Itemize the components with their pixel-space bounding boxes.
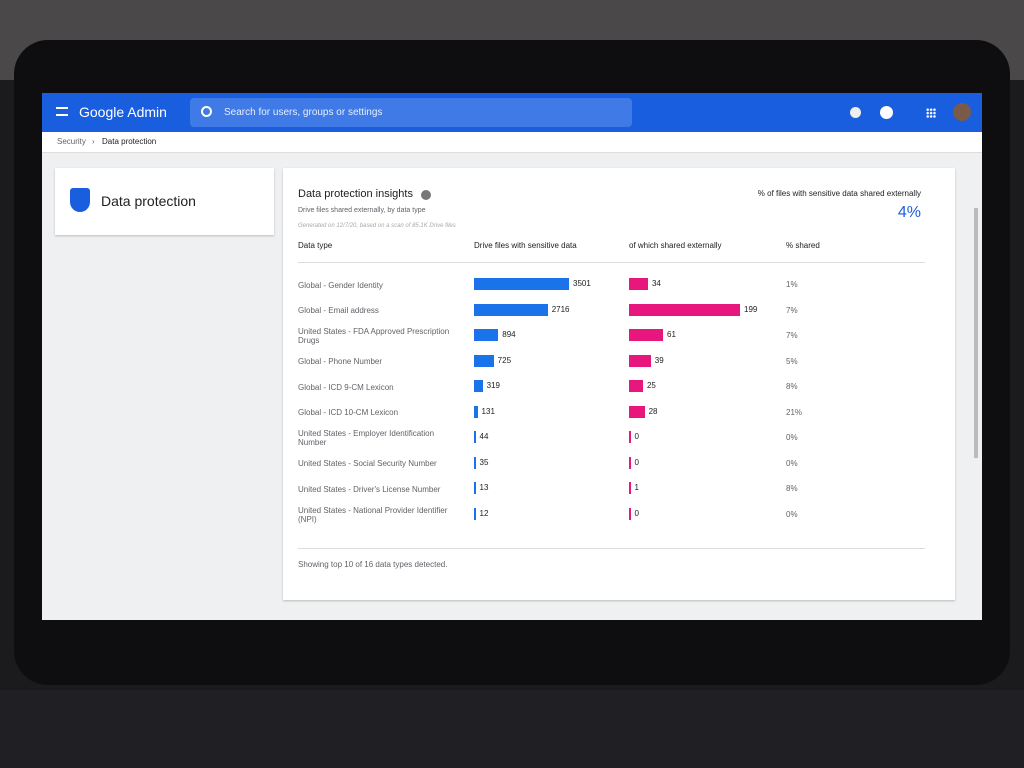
files-bar bbox=[474, 278, 569, 290]
shared-value: 0 bbox=[634, 457, 639, 467]
sidebar-title: Data protection bbox=[101, 193, 196, 209]
pct-shared: 5% bbox=[786, 356, 798, 366]
footer-note: Showing top 10 of 16 data types detected… bbox=[298, 560, 448, 569]
data-type: United States - Social Security Number bbox=[298, 459, 437, 468]
pct-shared: 7% bbox=[786, 331, 798, 340]
apps-icon[interactable] bbox=[926, 108, 936, 118]
shared-bar bbox=[629, 354, 651, 367]
data-type: Global - Gender Identity bbox=[298, 280, 383, 290]
pct-shared: 21% bbox=[786, 407, 803, 417]
shared-bar bbox=[629, 405, 645, 418]
shared-value: 28 bbox=[648, 406, 658, 416]
files-bar bbox=[474, 431, 476, 443]
shared-value: 199 bbox=[744, 304, 758, 314]
search-placeholder: Search for users, groups or settings bbox=[224, 107, 383, 118]
summary-value: 4% bbox=[897, 204, 921, 221]
shared-bar bbox=[629, 380, 643, 392]
files-value: 12 bbox=[479, 508, 489, 518]
avatar[interactable] bbox=[953, 103, 971, 121]
card-subtitle: Drive files shared externally, by data t… bbox=[298, 207, 426, 214]
files-bar bbox=[474, 456, 476, 469]
shared-bar bbox=[629, 329, 664, 341]
screen: Google Admin Search for users, groups or… bbox=[42, 93, 982, 620]
shared-value: 34 bbox=[651, 279, 661, 288]
files-bar bbox=[474, 507, 476, 520]
pct-shared: 7% bbox=[786, 305, 798, 315]
files-bar bbox=[474, 354, 494, 367]
scrollbar[interactable] bbox=[974, 208, 978, 458]
shared-value: 0 bbox=[634, 432, 639, 441]
notif-icon[interactable] bbox=[850, 107, 861, 118]
card-title: Data protection insights bbox=[298, 188, 413, 200]
files-bar bbox=[474, 380, 483, 392]
breadcrumb-item: Data protection bbox=[102, 137, 157, 146]
pct-shared: 1% bbox=[786, 280, 798, 289]
files-value: 319 bbox=[486, 381, 500, 390]
pct-shared: 8% bbox=[786, 382, 798, 391]
shared-value: 1 bbox=[634, 483, 639, 492]
pct-shared: 0% bbox=[786, 509, 798, 519]
shared-bar bbox=[629, 456, 631, 469]
shared-value: 25 bbox=[646, 381, 656, 390]
files-value: 131 bbox=[481, 406, 495, 416]
files-value: 894 bbox=[502, 330, 516, 339]
shared-bar bbox=[629, 278, 648, 290]
keyboard bbox=[0, 690, 1024, 768]
files-bar bbox=[474, 405, 478, 418]
column-header: Drive files with sensitive data bbox=[474, 241, 577, 250]
header-rule bbox=[298, 262, 925, 263]
column-header: Data type bbox=[298, 241, 333, 250]
files-value: 2716 bbox=[551, 304, 570, 314]
search-box[interactable] bbox=[190, 98, 632, 127]
footer-rule bbox=[298, 548, 925, 549]
main-card bbox=[283, 168, 955, 600]
column-header: % shared bbox=[786, 241, 820, 250]
search-icon bbox=[201, 106, 212, 117]
data-type: United States - National Provider Identi… bbox=[298, 505, 448, 524]
shared-bar bbox=[629, 482, 631, 494]
data-type: United States - FDA Approved Prescriptio… bbox=[298, 327, 450, 345]
pct-shared: 8% bbox=[786, 484, 798, 493]
generated-note: Generated on 12/7/20, based on a scan of… bbox=[298, 223, 456, 229]
breadcrumb-sep: › bbox=[92, 137, 95, 146]
files-value: 13 bbox=[479, 483, 489, 492]
shared-bar bbox=[629, 507, 631, 520]
pct-shared: 0% bbox=[786, 458, 798, 468]
shared-bar bbox=[629, 303, 740, 316]
sidebar-card bbox=[55, 168, 274, 235]
info-icon[interactable] bbox=[421, 190, 431, 200]
help-icon[interactable] bbox=[880, 106, 893, 119]
column-header: of which shared externally bbox=[629, 241, 722, 250]
data-type: Global - ICD 9-CM Lexicon bbox=[298, 382, 394, 392]
breadcrumb-bar bbox=[42, 132, 982, 153]
shared-bar bbox=[629, 431, 631, 443]
pct-shared: 0% bbox=[786, 433, 798, 442]
data-type: Global - Phone Number bbox=[298, 357, 383, 366]
data-type: Global - Email address bbox=[298, 306, 379, 315]
product-name[interactable]: Google Admin bbox=[79, 104, 167, 120]
data-type: United States - Driver's License Number bbox=[298, 484, 441, 494]
breadcrumb-item[interactable]: Security bbox=[57, 137, 86, 146]
files-bar bbox=[474, 482, 476, 494]
shield-icon bbox=[70, 188, 90, 212]
files-value: 44 bbox=[479, 432, 489, 441]
files-bar bbox=[474, 303, 548, 316]
files-value: 725 bbox=[497, 355, 512, 365]
shared-value: 0 bbox=[634, 508, 639, 518]
shared-value: 61 bbox=[667, 330, 676, 339]
data-type: United States - Employer Identification … bbox=[298, 429, 435, 447]
menu-icon[interactable] bbox=[56, 107, 68, 116]
data-type: Global - ICD 10-CM Lexicon bbox=[298, 408, 399, 417]
files-value: 35 bbox=[479, 457, 489, 467]
shared-value: 39 bbox=[654, 355, 664, 365]
files-bar bbox=[474, 329, 499, 341]
summary-label: % of files with sensitive data shared ex… bbox=[757, 189, 921, 198]
files-value: 3501 bbox=[573, 279, 591, 288]
